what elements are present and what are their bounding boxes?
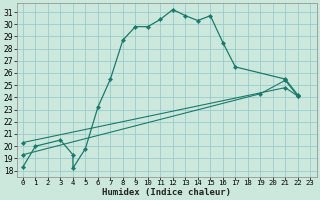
X-axis label: Humidex (Indice chaleur): Humidex (Indice chaleur) [102,188,231,197]
